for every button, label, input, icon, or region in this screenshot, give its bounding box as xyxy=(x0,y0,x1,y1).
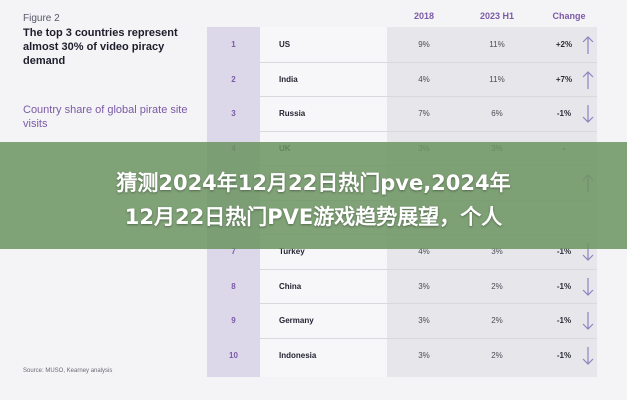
rank-cell: 9 xyxy=(231,316,236,325)
value-2018-cell: 3% xyxy=(418,281,430,291)
row-divider xyxy=(260,130,597,132)
table-row: 8 China 3% 2% -1% xyxy=(207,273,607,303)
country-cell: US xyxy=(279,40,291,49)
rank-cell: 3 xyxy=(231,109,236,118)
value-2018-cell: 4% xyxy=(418,74,430,84)
country-cell: Turkey xyxy=(279,247,305,256)
banner-title: 猜测2024年12月22日热门pve,2024年 12月22日热门PVE游戏趋势… xyxy=(0,166,627,234)
country-cell: China xyxy=(279,281,302,291)
country-cell: Indonesia xyxy=(279,350,317,360)
value-2018-cell: 3% xyxy=(418,316,430,325)
table-row: 1 US 9% 11% +2% xyxy=(207,31,607,61)
figure-label: Figure 2 xyxy=(23,13,60,24)
figure-headline: The top 3 countries represent almost 30%… xyxy=(23,27,178,67)
value-2018-cell: 3% xyxy=(418,350,430,360)
value-2023-cell: 2% xyxy=(491,281,503,291)
arrow-down-icon xyxy=(582,346,594,365)
header-2018: 2018 xyxy=(413,11,435,21)
figure-text-panel: Figure 2 The top 3 countries represent a… xyxy=(0,0,200,400)
change-cell: -1% xyxy=(556,247,572,256)
change-cell: +7% xyxy=(555,74,573,84)
value-2023-cell: 11% xyxy=(489,74,505,84)
row-divider xyxy=(260,303,597,304)
value-2023-cell: 3% xyxy=(491,247,503,256)
country-cell: India xyxy=(279,74,298,84)
row-divider xyxy=(260,61,597,63)
value-2023-cell: 6% xyxy=(491,109,503,118)
change-cell: -1% xyxy=(556,350,572,360)
source-note: Source: MUSO, Kearney analysis xyxy=(23,368,113,374)
figure-subtitle: Country share of global pirate site visi… xyxy=(23,104,188,130)
value-2023-cell: 11% xyxy=(489,40,505,49)
table-row: 2 India 4% 11% +7% xyxy=(207,66,607,96)
rank-cell: 7 xyxy=(231,247,236,256)
rank-cell: 2 xyxy=(231,74,236,84)
arrow-up-icon xyxy=(582,70,594,89)
table-row: 3 Russia 7% 6% -1% xyxy=(207,100,607,130)
value-2018-cell: 9% xyxy=(418,40,430,49)
banner-line-1: 猜测2024年12月22日热门pve,2024年 xyxy=(116,171,511,195)
country-cell: Russia xyxy=(279,109,306,118)
table-row: 10 Indonesia 3% 2% -1% xyxy=(207,342,607,372)
change-cell: -1% xyxy=(556,281,572,291)
country-cell: Germany xyxy=(279,316,314,325)
arrow-down-icon xyxy=(582,277,594,296)
rank-cell: 1 xyxy=(231,40,236,49)
header-change: Change xyxy=(552,11,586,21)
value-2018-cell: 7% xyxy=(418,109,430,118)
change-cell: -1% xyxy=(556,316,572,325)
value-2018-cell: 4% xyxy=(418,247,430,256)
arrow-down-icon xyxy=(582,105,594,123)
title-banner xyxy=(0,142,627,249)
row-divider xyxy=(260,337,597,339)
table-row: 9 Germany 3% 2% -1% xyxy=(207,307,607,337)
arrow-up-icon xyxy=(582,36,594,54)
rank-cell: 10 xyxy=(229,350,238,360)
value-2023-cell: 2% xyxy=(491,350,503,360)
row-divider xyxy=(260,96,597,97)
change-cell: +2% xyxy=(555,40,573,49)
arrow-down-icon xyxy=(582,312,594,330)
value-2023-cell: 2% xyxy=(491,316,503,325)
header-2023: 2023 H1 xyxy=(479,11,515,21)
banner-line-2: 12月22日热门PVE游戏趋势展望，个人 xyxy=(124,205,503,229)
table-header: 2018 2023 H1 Change xyxy=(200,8,627,26)
rank-cell: 8 xyxy=(231,281,236,291)
change-cell: -1% xyxy=(556,109,572,118)
row-divider xyxy=(260,268,597,270)
